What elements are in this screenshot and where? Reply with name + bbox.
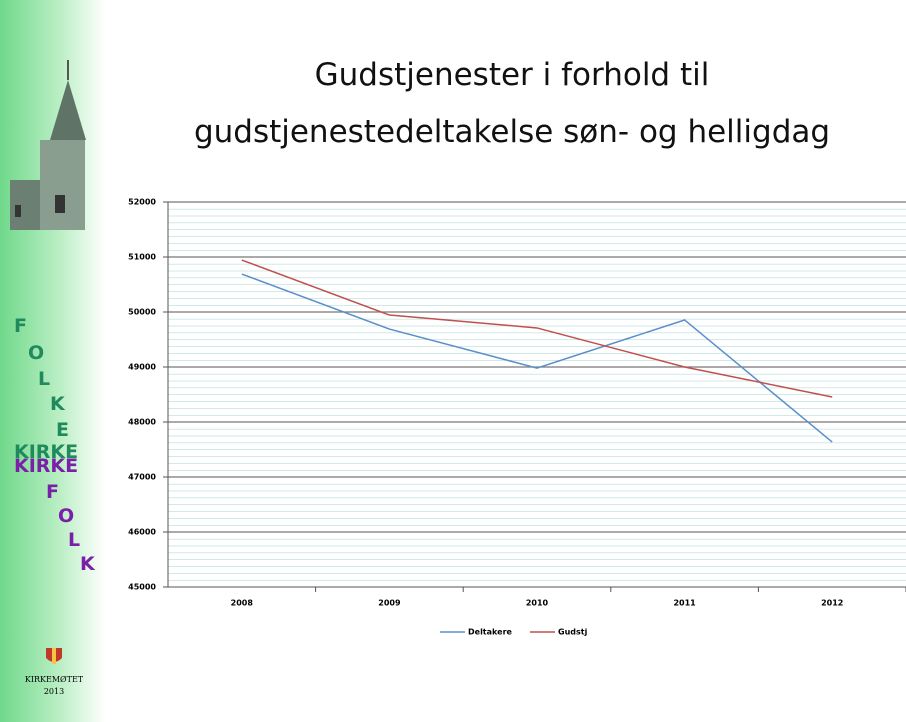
x-tick-label: 2011	[673, 599, 696, 608]
y-tick-label: 48000	[128, 418, 156, 427]
chart-title: gudstjenestedeltakelse søn- og helligdag	[194, 114, 830, 150]
x-tick-label: 2009	[378, 599, 401, 608]
y-tick-label: 51000	[128, 253, 156, 262]
side-letter: K	[50, 393, 66, 415]
line-series	[241, 259, 833, 398]
side-letter: K	[80, 553, 96, 575]
logo-name: KIRKEMØTET	[25, 675, 84, 684]
side-letter: L	[68, 529, 80, 551]
y-tick-label: 47000	[128, 473, 156, 482]
y-tick-label: 50000	[128, 308, 156, 317]
church	[10, 60, 86, 230]
x-tick-label: 2010	[526, 599, 549, 608]
chart-title: Gudstjenester i forhold til	[315, 57, 710, 93]
y-tick-label: 46000	[128, 528, 156, 537]
side-letter: L	[38, 368, 50, 390]
side-letter: E	[56, 419, 69, 441]
y-tick-label: 45000	[128, 583, 156, 592]
legend-label: Gudstj	[558, 628, 588, 637]
kirke-purple: KIRKE	[14, 455, 78, 477]
x-tick-label: 2008	[231, 599, 254, 608]
kirke-green: KIRKE	[14, 441, 78, 463]
side-letter: O	[58, 505, 74, 527]
line-series	[241, 273, 833, 443]
legend-label: Deltakere	[468, 628, 513, 637]
sidebar	[0, 0, 105, 722]
logo	[46, 648, 62, 664]
x-tick-label: 2012	[821, 599, 843, 608]
side-letter: F	[46, 481, 59, 503]
minor-grid	[168, 202, 906, 587]
logo-year: 2013	[44, 687, 64, 696]
side-letter: O	[28, 342, 44, 364]
y-tick-label: 49000	[128, 363, 156, 372]
y-tick-label: 52000	[128, 198, 156, 207]
side-letter: F	[14, 315, 27, 337]
